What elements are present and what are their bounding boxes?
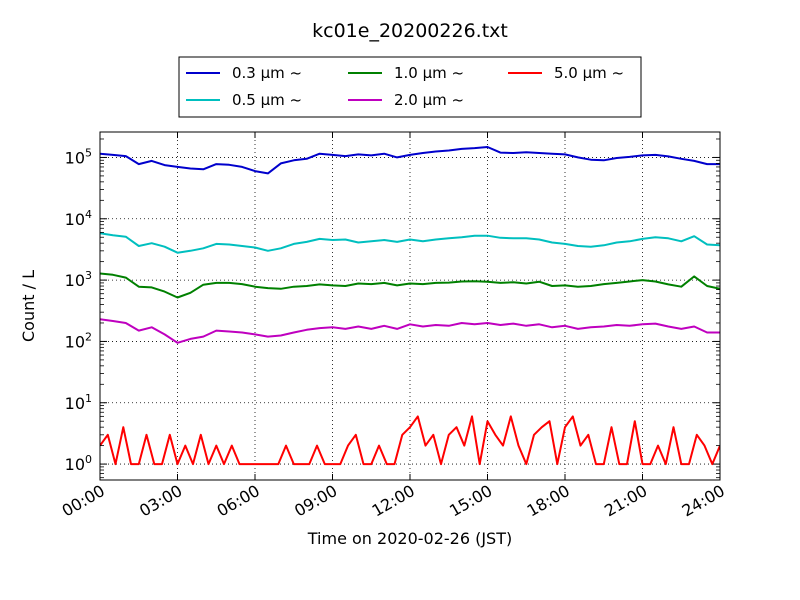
y-tick-label: 103 (65, 269, 92, 290)
series-line-4 (100, 415, 720, 466)
legend-box (178, 56, 642, 118)
y-tick-label: 102 (65, 330, 92, 351)
legend-label-4: 5.0 μm ~ (554, 64, 624, 82)
y-tick-label: 100 (65, 453, 92, 474)
legend-label-1: 0.5 μm ~ (232, 91, 302, 109)
legend-label-3: 2.0 μm ~ (394, 91, 464, 109)
y-tick-label: 101 (65, 392, 92, 413)
chart-title: kc01e_20200226.txt (312, 20, 508, 42)
series-line-0 (100, 146, 720, 175)
series-line-3 (100, 318, 720, 344)
legend: 0.3 μm ~ 0.5 μm ~ 1.0 μm ~ 2.0 μm ~ 5.0 μm ~ (178, 56, 642, 118)
y-tick-label: 105 (65, 146, 92, 167)
y-tick-label: 104 (65, 208, 92, 229)
y-axis-label: Count / L (19, 270, 38, 342)
x-axis-label: Time on 2020-02-26 (JST) (307, 529, 512, 548)
legend-label-0: 0.3 μm ~ (232, 64, 302, 82)
series-line-1 (100, 232, 720, 254)
ticks (99, 132, 721, 480)
series-line-2 (100, 272, 720, 299)
y-tick-labels: 100 101 102 103 104 105 (65, 146, 92, 474)
legend-label-2: 1.0 μm ~ (394, 64, 464, 82)
series-layer (100, 146, 720, 466)
